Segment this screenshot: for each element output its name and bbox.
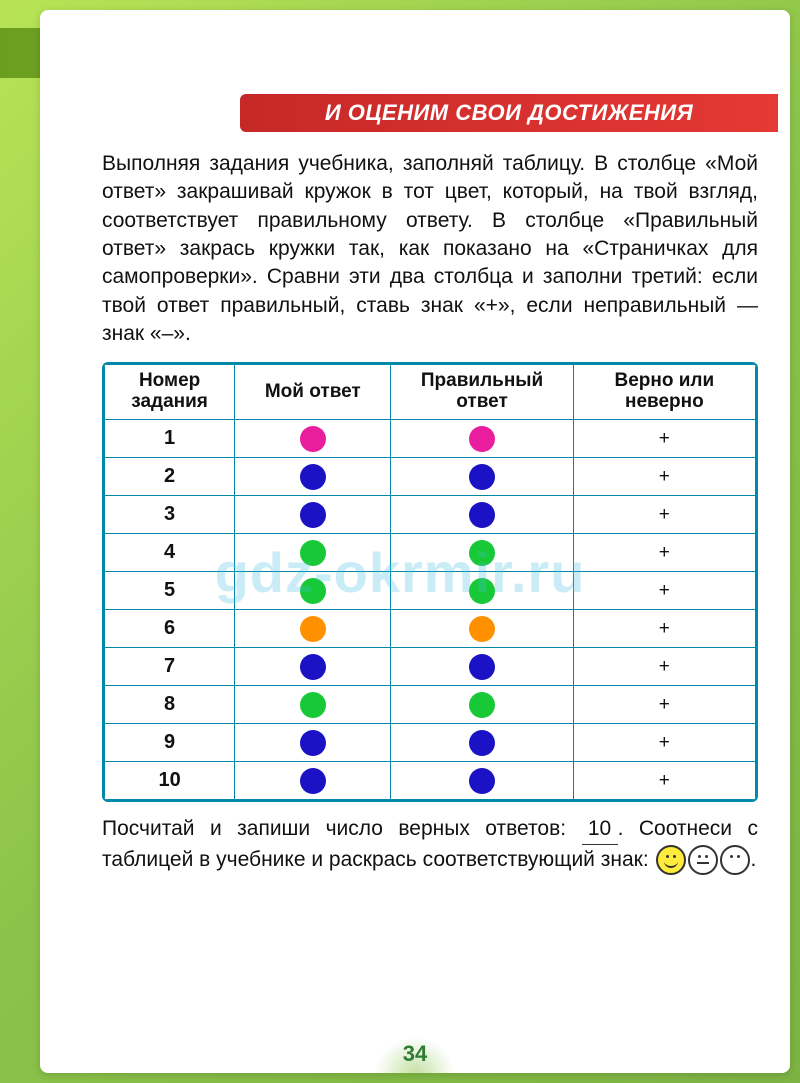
cell-correct-answer (391, 610, 573, 648)
cell-result: + (573, 534, 755, 572)
cell-my-answer (235, 724, 391, 762)
cell-correct-answer (391, 648, 573, 686)
smiley-sad-icon (720, 845, 750, 875)
sub-heading: И ОЦЕНИМ СВОИ ДОСТИЖЕНИЯ (240, 94, 778, 132)
table-row: 4+ (105, 534, 756, 572)
my-answer-circle (300, 502, 326, 528)
cell-result: + (573, 686, 755, 724)
cell-my-answer (235, 648, 391, 686)
page-card: И ОЦЕНИМ СВОИ ДОСТИЖЕНИЯ Выполняя задани… (40, 10, 790, 1073)
col-my-answer: Мой ответ (235, 365, 391, 420)
cell-correct-answer (391, 496, 573, 534)
cell-task-number: 10 (105, 762, 235, 800)
cell-correct-answer (391, 420, 573, 458)
cell-task-number: 8 (105, 686, 235, 724)
cell-result: + (573, 420, 755, 458)
cell-my-answer (235, 496, 391, 534)
cell-my-answer (235, 572, 391, 610)
table-row: 9+ (105, 724, 756, 762)
my-answer-circle (300, 692, 326, 718)
correct-answer-circle (469, 692, 495, 718)
my-answer-circle (300, 654, 326, 680)
answers-table: Номер задания Мой ответ Правильный ответ… (104, 364, 756, 800)
cell-my-answer (235, 686, 391, 724)
col-task-number: Номер задания (105, 365, 235, 420)
col-correct-answer: Правильный ответ (391, 365, 573, 420)
smiley-group (655, 845, 751, 875)
cell-my-answer (235, 534, 391, 572)
my-answer-circle (300, 540, 326, 566)
cell-task-number: 7 (105, 648, 235, 686)
cell-result: + (573, 724, 755, 762)
cell-result: + (573, 648, 755, 686)
table-row: 10 + (105, 762, 756, 800)
correct-answer-circle (469, 578, 495, 604)
cell-task-number: 9 (105, 724, 235, 762)
cell-result: + (573, 610, 755, 648)
correct-answer-circle (469, 730, 495, 756)
cell-my-answer (235, 458, 391, 496)
table-row: 6+ (105, 610, 756, 648)
cell-result: + (573, 496, 755, 534)
table-row: 3+ (105, 496, 756, 534)
cell-correct-answer (391, 458, 573, 496)
cell-correct-answer (391, 686, 573, 724)
correct-answer-circle (469, 654, 495, 680)
cell-task-number: 4 (105, 534, 235, 572)
answers-table-wrap: Номер задания Мой ответ Правильный ответ… (102, 362, 758, 802)
my-answer-circle (300, 426, 326, 452)
cell-result: + (573, 762, 755, 800)
my-answer-circle (300, 768, 326, 794)
my-answer-circle (300, 464, 326, 490)
content-area: Выполняя задания учебника, заполняй табл… (102, 150, 758, 875)
correct-answer-circle (469, 502, 495, 528)
page-number: 34 (403, 1041, 427, 1067)
table-row: 1+ (105, 420, 756, 458)
my-answer-circle (300, 730, 326, 756)
table-row: 5+ (105, 572, 756, 610)
cell-task-number: 2 (105, 458, 235, 496)
correct-answer-circle (469, 616, 495, 642)
cell-correct-answer (391, 572, 573, 610)
sub-heading-text: И ОЦЕНИМ СВОИ ДОСТИЖЕНИЯ (325, 100, 693, 126)
table-row: 2+ (105, 458, 756, 496)
correct-answer-circle (469, 426, 495, 452)
my-answer-circle (300, 616, 326, 642)
correct-answer-circle (469, 768, 495, 794)
smiley-neutral-icon (688, 845, 718, 875)
table-row: 8+ (105, 686, 756, 724)
cell-result: + (573, 572, 755, 610)
cell-result: + (573, 458, 755, 496)
correct-answer-circle (469, 464, 495, 490)
cell-correct-answer (391, 724, 573, 762)
cell-task-number: 1 (105, 420, 235, 458)
cell-task-number: 5 (105, 572, 235, 610)
instructions-text: Выполняя задания учебника, заполняй табл… (102, 150, 758, 348)
cell-correct-answer (391, 762, 573, 800)
col-right-or-wrong: Верно или неверно (573, 365, 755, 420)
cell-correct-answer (391, 534, 573, 572)
smiley-happy-icon (656, 845, 686, 875)
footer-text: Посчитай и запиши число верных ответов: … (102, 814, 758, 875)
my-answer-circle (300, 578, 326, 604)
cell-task-number: 3 (105, 496, 235, 534)
table-row: 7+ (105, 648, 756, 686)
table-header-row: Номер задания Мой ответ Правильный ответ… (105, 365, 756, 420)
cell-my-answer (235, 420, 391, 458)
cell-my-answer (235, 762, 391, 800)
correct-answer-circle (469, 540, 495, 566)
score-value: 10 (582, 814, 618, 844)
cell-task-number: 6 (105, 610, 235, 648)
footer-before-score: Посчитай и запиши число верных ответов: (102, 817, 582, 840)
cell-my-answer (235, 610, 391, 648)
